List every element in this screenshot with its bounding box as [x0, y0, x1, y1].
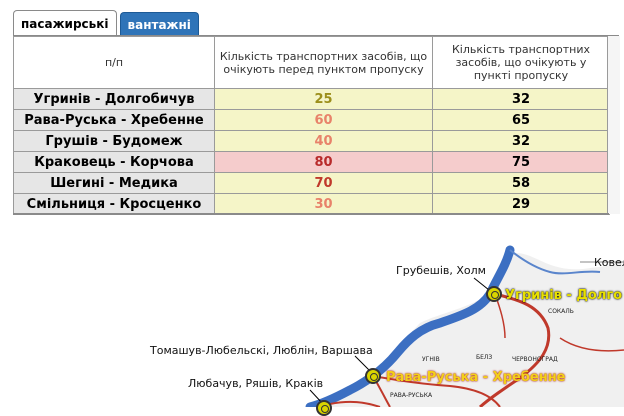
waiting-before-value: 80: [214, 151, 433, 173]
road: [478, 292, 551, 407]
checkpoint-name: Угринів - Долгобичув: [13, 88, 215, 110]
table-row: Смільниця - Кросценко 30 29: [13, 193, 610, 215]
waiting-at-value: 29: [432, 193, 610, 215]
checkpoint-name: Смільниця - Кросценко: [13, 193, 215, 215]
land-area: [330, 253, 624, 407]
road: [372, 375, 501, 407]
checkpoint-name: Грушів - Будомеж: [13, 130, 215, 152]
table-row: Грушів - Будомеж 40 32: [13, 130, 610, 152]
town-rava: РАВА-РУСЬКА: [390, 392, 433, 399]
waiting-before-value: 40: [214, 130, 433, 152]
checkpoint-icon[interactable]: [365, 368, 381, 384]
header-waiting-at: Кількість транспортних засобів, що очіку…: [432, 36, 610, 89]
table-row: Угринів - Долгобичув 25 32: [13, 88, 610, 110]
town-chervonohrad: ЧЕРВОНОГРАД: [512, 356, 558, 363]
town-uhniv: УГНІВ: [422, 356, 440, 363]
waiting-before-value: 60: [214, 109, 433, 131]
waiting-at-value: 32: [432, 130, 610, 152]
label-lubaczow: Любачув, Ряшів, Краків: [188, 377, 324, 390]
border-map[interactable]: Грубешів, Холм Ковел Томашув-Любельскі, …: [0, 228, 624, 416]
waiting-before-value: 30: [214, 193, 433, 215]
queue-table: п/п Кількість транспортних засобів, що о…: [13, 36, 610, 215]
tab-cargo[interactable]: вантажні: [119, 12, 199, 36]
town-belz: БЕЛЗ: [476, 354, 493, 361]
checkpoint-icon[interactable]: [316, 400, 332, 416]
river: [509, 249, 601, 275]
waiting-before-value: 70: [214, 172, 433, 194]
waiting-before-value: 25: [214, 88, 433, 110]
road: [329, 400, 381, 407]
label-tomaszow: Томашув-Любельскі, Люблін, Варшава: [150, 344, 373, 357]
table-row: Рава-Руська - Хребенне 60 65: [13, 109, 610, 131]
waiting-at-value: 65: [432, 109, 610, 131]
tab-passenger[interactable]: пасажирські: [13, 10, 117, 36]
label-hrubieszow: Грубешів, Холм: [396, 264, 486, 277]
checkpoint-label-rava[interactable]: Рава-Руська - Хребенне: [386, 370, 566, 385]
table-scroll-edge: [607, 36, 620, 214]
checkpoint-icon[interactable]: [486, 286, 502, 302]
table-row: Шегині - Медика 70 58: [13, 172, 610, 194]
waiting-at-value: 58: [432, 172, 610, 194]
road: [559, 337, 624, 352]
table-bottom-border: [13, 213, 609, 215]
checkpoint-name: Шегині - Медика: [13, 172, 215, 194]
checkpoint-name: Краковець - Корчова: [13, 151, 215, 173]
table-row: Краковець - Корчова 80 75: [13, 151, 610, 173]
header-waiting-before: Кількість транспортних засобів, що очіку…: [214, 36, 433, 89]
waiting-at-value: 32: [432, 88, 610, 110]
town-sokal: СОКАЛЬ: [548, 308, 574, 315]
waiting-at-value: 75: [432, 151, 610, 173]
tab-bar: пасажирські вантажні: [13, 10, 202, 36]
header-pp: п/п: [13, 36, 215, 89]
checkpoint-name: Рава-Руська - Хребенне: [13, 109, 215, 131]
label-kovel: Ковел: [594, 256, 624, 269]
checkpoint-label-uhryniv[interactable]: Угринів - Долго: [505, 288, 623, 303]
